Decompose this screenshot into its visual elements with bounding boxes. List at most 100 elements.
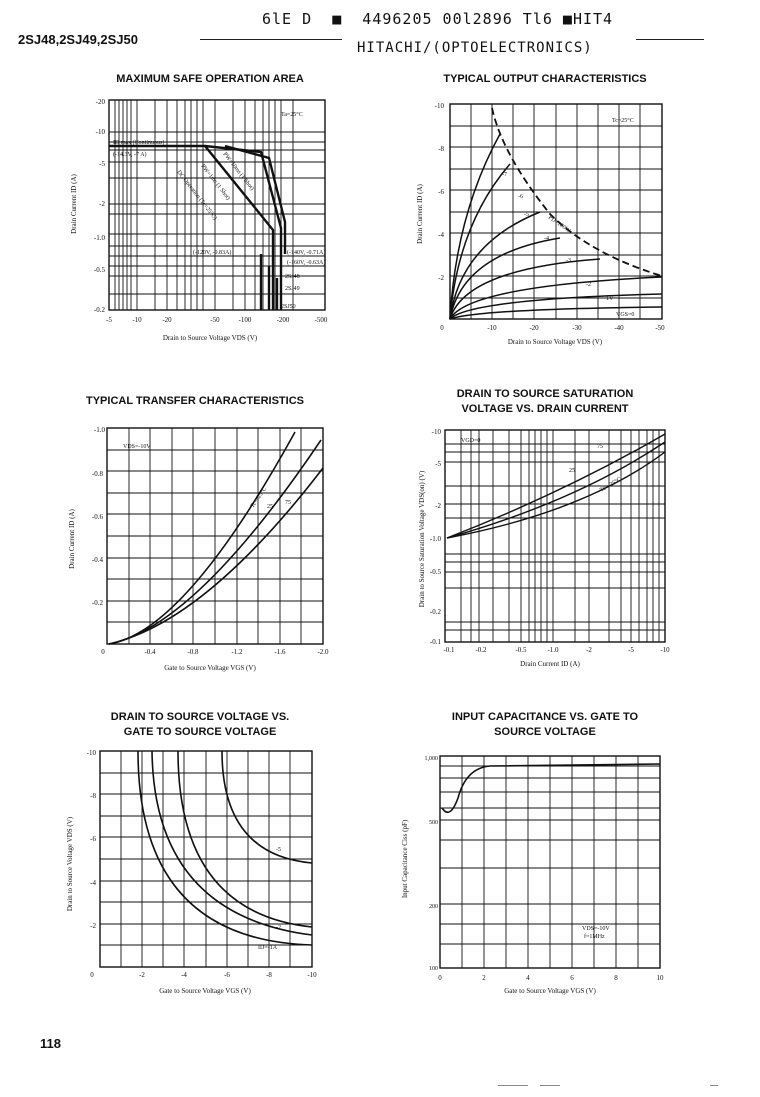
svg-text:-0.6: -0.6 — [92, 513, 104, 521]
svg-text:0: 0 — [101, 648, 105, 656]
transfer-xticks: 0 -0.4 -0.8 -1.2 -1.6 -2.0 — [101, 648, 329, 656]
transfer-title: TYPICAL TRANSFER CHARACTERISTICS — [86, 395, 304, 407]
svg-text:25: 25 — [569, 468, 575, 474]
svg-text:-1.6: -1.6 — [274, 648, 286, 656]
capacitance-title-line2: SOURCE VOLTAGE — [494, 726, 596, 738]
svg-text:Ta=25°C: Ta=25°C — [281, 111, 303, 118]
svg-text:2SJ50: 2SJ50 — [281, 304, 296, 310]
svg-text:2SJ48: 2SJ48 — [285, 274, 300, 280]
svg-text:Tc=25°C: Tc=25°C — [612, 117, 634, 124]
svg-text:-0.8: -0.8 — [92, 470, 104, 478]
svg-text:(-120V, -0.83A): (-120V, -0.83A) — [193, 249, 231, 256]
output-yticks: -10 -8 -6 -4 -2 — [435, 102, 445, 282]
output-xlabel: Drain to Source Voltage VDS (V) — [507, 338, 603, 346]
soa-limit-curves — [109, 144, 287, 310]
svg-text:-1.0: -1.0 — [94, 426, 106, 434]
svg-text:-0.5: -0.5 — [430, 568, 442, 576]
svg-text:-2: -2 — [435, 502, 441, 510]
svg-text:-1.0: -1.0 — [547, 646, 559, 654]
vds-vgs-xticks: 0 -2 -4 -6 -8 -10 — [90, 971, 317, 979]
svg-text:0: 0 — [438, 974, 442, 982]
svg-text:-40: -40 — [614, 324, 624, 332]
svg-text:0: 0 — [440, 324, 444, 332]
capacitance-xlabel: Gate to Source Voltage VGS (V) — [504, 987, 596, 995]
soa-chart: -20 -10 -5 -2 -1.0 -0.5 -0.2 -5 -10 -20 … — [94, 98, 328, 324]
svg-text:-8: -8 — [90, 792, 96, 800]
saturation-gridlines — [445, 430, 665, 642]
svg-text:-6: -6 — [90, 835, 96, 843]
svg-text:-10: -10 — [435, 102, 445, 110]
transfer-xlabel: Gate to Source Voltage VGS (V) — [164, 664, 256, 672]
vds-vgs-ylabel: Drain to Source Voltage VDS (V) — [66, 816, 74, 912]
transfer-curves — [108, 431, 324, 645]
svg-text:500: 500 — [429, 820, 438, 826]
svg-text:-0.2: -0.2 — [430, 608, 442, 616]
svg-text:-20: -20 — [96, 98, 106, 106]
svg-text:-5: -5 — [106, 316, 112, 324]
svg-text:-4: -4 — [181, 971, 187, 979]
svg-text:-0.1: -0.1 — [443, 646, 455, 654]
soa-yticks: -20 -10 -5 -2 -1.0 -0.5 -0.2 — [94, 98, 106, 314]
saturation-xlabel: Drain Current ID (A) — [520, 660, 580, 668]
svg-text:-10: -10 — [487, 324, 497, 332]
svg-text:-10: -10 — [660, 646, 670, 654]
svg-text:2SJ49: 2SJ49 — [285, 286, 300, 292]
svg-text:-5: -5 — [435, 460, 441, 468]
vds-vgs-title: DRAIN TO SOURCE VOLTAGE VS. GATE TO SOUR… — [70, 710, 330, 740]
svg-text:VGS=0: VGS=0 — [616, 312, 634, 318]
capacitance-title-line1: INPUT CAPACITANCE VS. GATE TO — [451, 711, 639, 723]
svg-text:-50: -50 — [210, 316, 220, 324]
svg-text:-10: -10 — [96, 128, 106, 136]
saturation-title: DRAIN TO SOURCE SATURATION VOLTAGE VS. D… — [420, 387, 670, 417]
svg-text:-0.4: -0.4 — [144, 648, 156, 656]
soa-xlabel: Drain to Source Voltage VDS (V) — [162, 334, 258, 342]
capacitance-gridlines — [440, 756, 660, 968]
svg-text:PD=100W: PD=100W — [547, 215, 572, 235]
svg-text:-4: -4 — [438, 231, 444, 239]
svg-text:-20: -20 — [162, 316, 172, 324]
saturation-curves — [446, 433, 666, 539]
capacitance-chart: 1,000 500 200 100 0 2 4 6 8 10 VDS=-10V … — [425, 755, 664, 982]
capacitance-annotations: VDS=-10V f=1MHz — [582, 926, 610, 940]
saturation-xticks: -0.1 -0.2 -0.5 -1.0 -2 -5 -10 — [443, 646, 670, 654]
svg-text:-10: -10 — [307, 971, 317, 979]
svg-text:-50: -50 — [655, 324, 665, 332]
transfer-gridlines — [107, 428, 323, 644]
saturation-title-line2: VOLTAGE VS. DRAIN CURRENT — [461, 403, 629, 415]
svg-text:VDS=-10V: VDS=-10V — [123, 444, 151, 450]
svg-text:-5: -5 — [628, 646, 634, 654]
svg-text:-10: -10 — [432, 428, 442, 436]
svg-text:(-14.3V, -7 A): (-14.3V, -7 A) — [113, 151, 147, 158]
svg-text:-0.1: -0.1 — [430, 638, 442, 646]
svg-text:4: 4 — [526, 974, 530, 982]
svg-text:-2.0: -2.0 — [317, 648, 329, 656]
capacitance-ylabel: Input Capacitance Ciss (pF) — [401, 819, 409, 899]
svg-text:ID=-1A: ID=-1A — [258, 945, 278, 951]
svg-text:-6: -6 — [224, 971, 230, 979]
svg-text:-200: -200 — [277, 316, 290, 324]
svg-text:2: 2 — [482, 974, 486, 982]
svg-text:-0.5: -0.5 — [94, 266, 106, 274]
svg-text:6: 6 — [570, 974, 574, 982]
svg-text:10: 10 — [657, 974, 665, 982]
svg-text:ID max (Continuous): ID max (Continuous) — [113, 139, 164, 146]
svg-text:-20: -20 — [529, 324, 539, 332]
svg-text:Tc=-25°C: Tc=-25°C — [249, 486, 268, 509]
footer-mark-2 — [540, 1085, 560, 1086]
capacitance-xticks: 0 2 4 6 8 10 — [438, 974, 664, 982]
svg-text:-8: -8 — [438, 145, 444, 153]
svg-text:-10: -10 — [132, 316, 142, 324]
svg-text:-5: -5 — [99, 160, 105, 168]
svg-text:1,000: 1,000 — [425, 756, 439, 762]
part-numbers: 2SJ48,2SJ49,2SJ50 — [18, 32, 138, 47]
footer-mark-3 — [710, 1085, 718, 1086]
svg-text:8: 8 — [614, 974, 618, 982]
saturation-annotations: VGD=0 75 25 Tc=-25°C — [461, 438, 623, 494]
capacitance-curve — [441, 763, 661, 814]
svg-text:(-160V, -0.63A): (-160V, -0.63A) — [287, 259, 325, 266]
vds-vgs-gridlines — [100, 751, 312, 967]
svg-text:-0.4: -0.4 — [92, 556, 104, 564]
vds-vgs-chart: -10 -8 -6 -4 -2 0 -2 -4 -6 -8 -10 -5 -2 … — [87, 749, 318, 979]
transfer-yticks: -1.0 -0.8 -0.6 -0.4 -0.2 — [92, 426, 106, 607]
svg-text:-2: -2 — [586, 282, 591, 288]
